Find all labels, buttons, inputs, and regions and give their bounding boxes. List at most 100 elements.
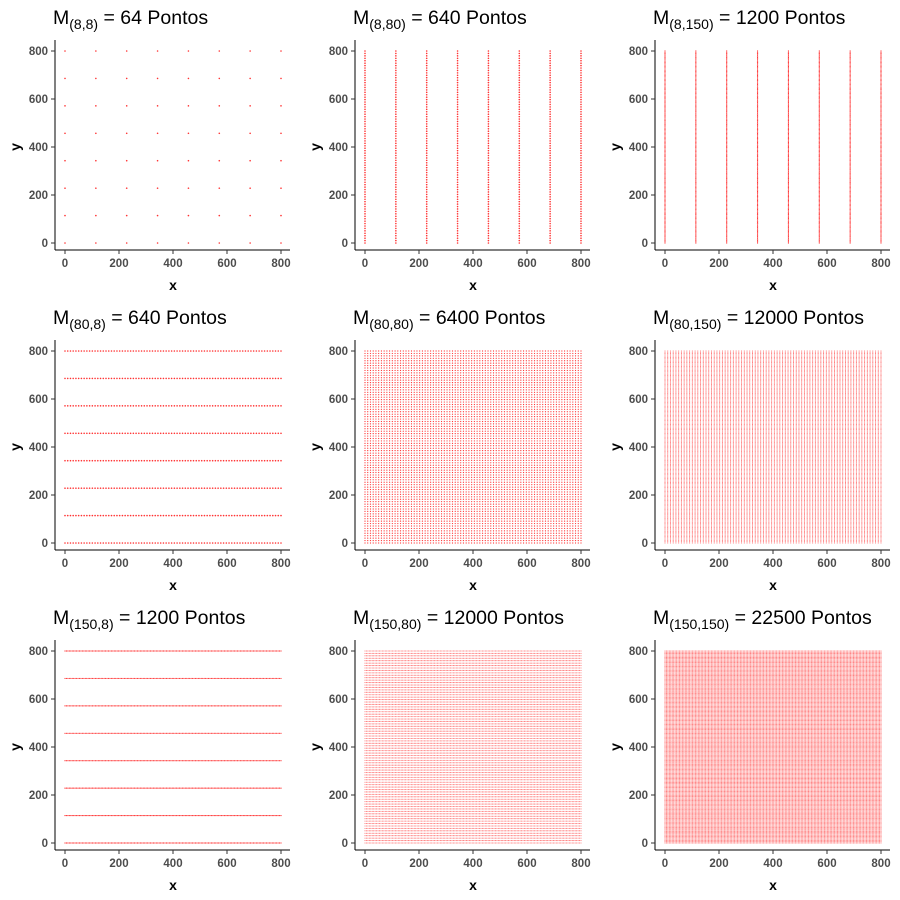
data-point <box>250 377 252 380</box>
data-point <box>168 350 170 352</box>
data-point <box>880 154 882 156</box>
data-point <box>151 514 154 517</box>
data-point <box>408 406 410 408</box>
data-point <box>375 491 377 493</box>
data-point <box>372 520 374 522</box>
data-point <box>580 186 582 188</box>
data-point <box>549 137 551 140</box>
data-point <box>413 462 415 464</box>
data-point <box>726 134 728 136</box>
data-point <box>386 505 388 508</box>
data-point <box>419 406 421 408</box>
x-tick-label: 400 <box>763 258 782 270</box>
data-point <box>849 90 851 92</box>
data-point <box>756 181 759 184</box>
data-point <box>695 80 697 82</box>
data-point <box>364 210 366 213</box>
data-point <box>364 399 366 401</box>
data-point <box>425 59 428 62</box>
data-point <box>372 423 374 425</box>
data-point <box>427 542 429 544</box>
data-point <box>425 52 428 55</box>
data-point <box>369 350 372 352</box>
data-point <box>849 150 851 153</box>
data-point <box>726 103 728 105</box>
data-point <box>726 72 728 74</box>
data-point <box>421 430 424 432</box>
data-point <box>389 481 391 483</box>
data-point <box>756 83 759 86</box>
data-point <box>413 467 415 469</box>
data-point <box>179 459 181 462</box>
data-point <box>88 350 91 352</box>
data-point <box>432 408 434 410</box>
data-point <box>378 491 380 493</box>
data-point <box>756 239 759 242</box>
data-point <box>419 505 421 508</box>
data-point <box>395 198 397 201</box>
data-point <box>364 501 366 503</box>
scatter-panel: M(80,8) = 640 Pontos 0 200 400 600 800 0 200 400… <box>0 300 300 600</box>
data-point <box>383 379 385 381</box>
data-point <box>430 491 432 493</box>
data-point <box>189 432 192 435</box>
data-point <box>430 357 432 359</box>
data-point <box>427 530 429 532</box>
data-point <box>421 416 424 418</box>
data-point <box>664 148 666 150</box>
data-point <box>375 532 377 534</box>
data-point <box>64 242 66 244</box>
data-point <box>435 433 437 435</box>
data-point <box>397 350 399 352</box>
data-point <box>395 64 397 67</box>
data-point <box>787 149 790 151</box>
data-point <box>408 525 410 527</box>
data-point <box>438 515 440 517</box>
data-point <box>364 367 366 369</box>
data-point <box>580 86 582 89</box>
data-point <box>380 452 383 454</box>
data-point <box>756 73 759 75</box>
data-point <box>367 464 369 466</box>
data-point <box>266 405 269 407</box>
data-point <box>222 350 225 352</box>
data-point <box>369 520 372 522</box>
data-point <box>818 73 820 75</box>
data-point <box>695 144 697 146</box>
data-point <box>391 471 393 474</box>
data-point <box>787 94 790 96</box>
data-point <box>421 437 424 440</box>
y-tick-label: 200 <box>29 190 48 202</box>
data-point <box>487 225 490 227</box>
data-point <box>410 396 413 398</box>
data-point <box>425 239 428 242</box>
data-point <box>397 401 399 403</box>
data-point <box>413 527 415 530</box>
data-point <box>372 481 374 483</box>
data-point <box>487 169 490 171</box>
data-point <box>419 418 421 420</box>
data-point <box>726 201 728 203</box>
data-point <box>424 379 426 381</box>
data-point <box>818 215 820 217</box>
data-point <box>432 377 434 379</box>
data-point <box>580 166 582 169</box>
data-point <box>364 428 366 430</box>
data-point <box>372 381 374 384</box>
data-point <box>383 401 385 403</box>
data-point <box>187 542 189 544</box>
data-point <box>435 496 437 498</box>
data-point <box>397 457 399 459</box>
data-point <box>395 179 397 181</box>
data-point <box>424 505 426 508</box>
data-point <box>214 405 217 407</box>
data-point <box>416 367 418 369</box>
data-point <box>383 372 385 374</box>
data-point <box>664 210 666 212</box>
data-point <box>849 226 851 229</box>
data-point <box>386 355 388 357</box>
data-point <box>424 479 426 481</box>
data-point <box>849 132 851 135</box>
data-point <box>416 374 418 376</box>
data-point <box>432 454 434 457</box>
